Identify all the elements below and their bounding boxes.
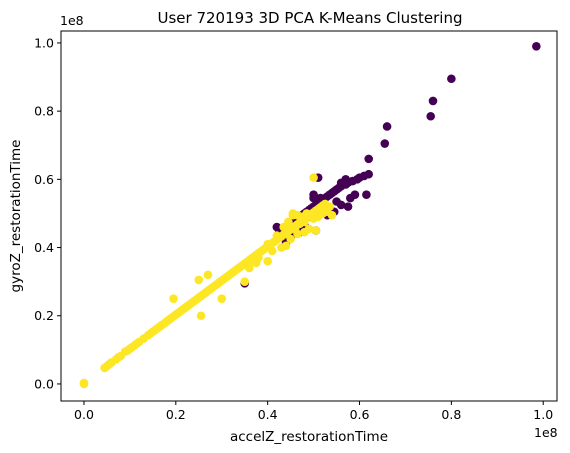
y-tick-label: 0.4 — [34, 240, 54, 255]
scatter-point-cluster-0-57 — [346, 193, 355, 203]
scatter-point-cluster-0-55 — [362, 190, 371, 199]
scatter-point-cluster-0-54 — [343, 202, 353, 211]
plot-frame — [60, 30, 558, 402]
scatter-point-cluster-1-114 — [311, 226, 321, 235]
chart-title: User 720193 3D PCA K-Means Clustering — [158, 9, 463, 27]
scatter-point-cluster-1-134 — [267, 246, 277, 256]
scatter-point-cluster-1-113 — [309, 173, 318, 182]
scatter-point-cluster-1-1 — [79, 378, 89, 388]
ticks-layer: 0.0 0.2 0.4 0.6 0.8 1.0 0.0 0.2 0.4 0.6 0.8 1.0 — [34, 35, 553, 422]
scatter-point-cluster-1-100 — [240, 277, 249, 286]
scatter-point-cluster-1-96 — [196, 311, 206, 321]
x-tick-label: 0.4 — [258, 407, 278, 422]
scatter-point-cluster-1-118 — [277, 243, 286, 252]
scatter-point-cluster-1-103 — [263, 256, 272, 266]
scatter-point-cluster-0-4 — [382, 122, 392, 131]
scatter-point-cluster-1-129 — [300, 227, 309, 237]
scatter-point-cluster-1-130 — [293, 229, 302, 239]
x-tick-label: 1.0 — [533, 407, 553, 422]
scatter-point-cluster-1-105 — [272, 231, 282, 240]
scatter-point-cluster-1-133 — [249, 256, 259, 266]
scatter-point-cluster-1-131 — [286, 234, 295, 244]
y-tick-label: 0.6 — [34, 172, 54, 187]
scatter-point-cluster-0-5 — [380, 139, 390, 148]
scatter-point-cluster-0-49 — [309, 193, 318, 203]
y-tick-label: 0.8 — [34, 104, 54, 119]
scatter-point-cluster-1-95 — [169, 294, 178, 304]
scatter-point-cluster-0-53 — [336, 200, 346, 210]
scatter-point-cluster-0-1 — [447, 74, 456, 84]
scatter-point-cluster-1-112 — [302, 209, 312, 218]
x-tick-label: 0.2 — [166, 407, 186, 422]
y-offset-label: 1e8 — [60, 13, 84, 28]
scatter-point-cluster-1-98 — [203, 270, 213, 280]
scatter-point-cluster-0-3 — [426, 111, 436, 121]
x-tick-label: 0.6 — [350, 407, 370, 422]
x-axis-label: accelZ_restorationTime — [230, 429, 388, 445]
scatter-point-cluster-1-99 — [217, 294, 227, 304]
y-tick-label: 0.0 — [34, 376, 54, 391]
scatter-point-cluster-1-107 — [284, 217, 293, 227]
y-tick-label: 0.2 — [34, 308, 54, 323]
scatter-point-cluster-0-6 — [364, 154, 374, 164]
scatter-point-cluster-0-2 — [428, 96, 438, 106]
scatter-point-cluster-1-122 — [300, 217, 309, 227]
y-tick-label: 1.0 — [34, 35, 54, 50]
scatter-point-cluster-0-59 — [316, 193, 325, 203]
x-tick-label: 0.8 — [441, 407, 461, 422]
scatter-point-cluster-1-104 — [263, 239, 272, 249]
scatter-point-cluster-1-128 — [323, 207, 332, 217]
scatter-point-cluster-1-97 — [194, 275, 204, 285]
y-axis-label: gyroZ_restorationTime — [8, 140, 24, 293]
scatter-point-cluster-0-0 — [532, 42, 541, 51]
x-offset-label: 1e8 — [534, 425, 558, 440]
points-layer — [79, 42, 541, 389]
scatter-point-cluster-1-101 — [245, 263, 254, 273]
scatter-point-cluster-0-51 — [336, 178, 346, 188]
x-tick-label: 0.0 — [74, 407, 94, 422]
